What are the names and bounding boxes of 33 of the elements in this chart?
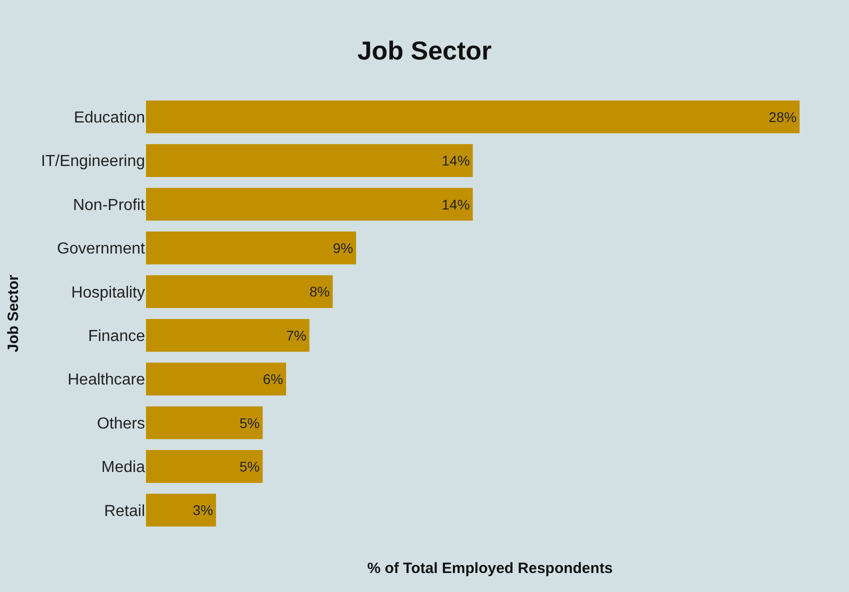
bar bbox=[146, 406, 263, 440]
y-tick-label: Media bbox=[101, 459, 146, 476]
y-tick-label: Healthcare bbox=[68, 372, 146, 389]
bar bbox=[146, 450, 263, 483]
data-label: 5% bbox=[239, 458, 260, 474]
data-label: 14% bbox=[442, 196, 470, 212]
y-tick-label: Education bbox=[74, 109, 145, 126]
y-tick-label: IT/Engineering bbox=[40, 153, 145, 170]
bar bbox=[146, 494, 216, 527]
y-tick-label: Others bbox=[96, 415, 145, 432]
y-axis-title: Job Sector bbox=[5, 274, 22, 352]
y-tick-label: Finance bbox=[88, 328, 146, 345]
data-label: 6% bbox=[262, 371, 284, 388]
data-label: 8% bbox=[310, 284, 330, 300]
y-tick-label: Government bbox=[56, 240, 146, 258]
bar bbox=[146, 144, 473, 177]
bar bbox=[146, 318, 310, 352]
data-label: 3% bbox=[192, 502, 214, 518]
data-label: 28% bbox=[768, 108, 797, 125]
bar bbox=[146, 362, 286, 396]
bar bbox=[146, 100, 800, 134]
data-label: 5% bbox=[239, 414, 260, 431]
y-tick-label: Retail bbox=[104, 502, 145, 520]
chart-title: Job Sector bbox=[357, 36, 492, 66]
data-label: 7% bbox=[286, 327, 306, 344]
data-label: 14% bbox=[442, 152, 470, 169]
bar bbox=[146, 188, 473, 221]
bar bbox=[146, 232, 356, 264]
bar bbox=[146, 275, 333, 308]
x-axis-title: % of Total Employed Respondents bbox=[367, 560, 613, 577]
y-tick-label: Non-Profit bbox=[72, 196, 146, 214]
data-label: 9% bbox=[332, 240, 354, 256]
y-tick-label: Hospitality bbox=[71, 284, 145, 302]
